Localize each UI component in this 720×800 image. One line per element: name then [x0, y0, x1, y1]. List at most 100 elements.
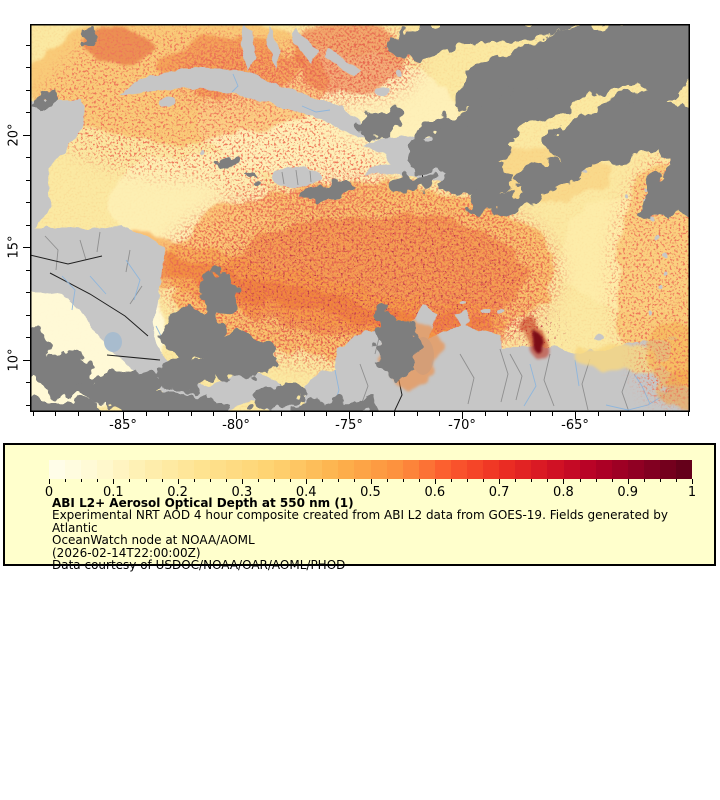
colorbar-tick-label: 0.3 — [231, 485, 253, 500]
colorbar-step — [81, 460, 98, 479]
colorbar-step — [274, 460, 291, 479]
colorbar-minor-tick — [579, 479, 581, 482]
colorbar-minor-tick — [209, 479, 211, 482]
colorbar — [49, 460, 693, 479]
colorbar-major-tick — [306, 479, 308, 484]
y-axis-minor-tick — [26, 112, 30, 114]
colorbar-step — [354, 460, 371, 479]
x-axis-minor-tick — [439, 412, 441, 416]
x-axis-minor-tick — [620, 412, 622, 416]
colorbar-step — [450, 460, 468, 479]
colorbar-minor-tick — [402, 479, 404, 482]
x-axis-minor-tick — [394, 412, 396, 416]
colorbar-minor-tick — [611, 479, 613, 482]
colorbar-major-tick — [434, 479, 436, 484]
colorbar-step — [483, 460, 500, 479]
colorbar-step — [531, 460, 548, 479]
colorbar-major-tick — [241, 479, 243, 484]
colorbar-step — [161, 460, 178, 479]
y-axis-label: 15° — [6, 235, 22, 259]
x-axis-label: -65° — [561, 418, 589, 433]
colorbar-step — [290, 460, 307, 479]
y-axis-minor-tick — [26, 67, 30, 69]
x-axis-minor-tick — [258, 412, 260, 416]
colorbar-step — [467, 460, 484, 479]
colorbar-minor-tick — [675, 479, 677, 482]
colorbar-minor-tick — [145, 479, 147, 482]
colorbar-step — [145, 460, 162, 479]
y-axis-minor-tick — [26, 157, 30, 159]
colorbar-minor-tick — [515, 479, 517, 482]
x-axis-minor-tick — [529, 412, 531, 416]
colorbar-minor-tick — [258, 479, 259, 482]
y-axis-minor-tick — [26, 292, 30, 294]
y-axis-minor-tick — [26, 382, 30, 384]
product-title: ABI L2+ Aerosol Optical Depth at 550 nm … — [52, 496, 354, 510]
colorbar-major-tick — [499, 479, 501, 484]
colorbar-minor-tick — [595, 479, 597, 482]
colorbar-step — [595, 460, 612, 479]
colorbar-minor-tick — [531, 479, 533, 482]
x-axis-minor-tick — [55, 412, 57, 416]
y-axis-label: 20° — [6, 123, 22, 147]
colorbar-major-tick — [370, 479, 372, 484]
colorbar-step — [547, 460, 564, 479]
colorbar-step — [177, 460, 194, 479]
colorbar-minor-tick — [418, 479, 420, 482]
x-axis-major-tick — [462, 412, 463, 419]
x-axis-minor-tick — [77, 412, 79, 416]
x-axis-minor-tick — [100, 412, 102, 416]
y-axis-minor-tick — [26, 224, 30, 226]
y-axis-major-tick — [23, 247, 30, 249]
x-axis-major-tick — [349, 412, 350, 419]
x-axis-major-tick — [123, 412, 124, 419]
colorbar-step — [113, 460, 130, 479]
colorbar-major-tick — [177, 479, 179, 484]
colorbar-minor-tick — [547, 479, 549, 482]
y-axis-minor-tick — [26, 337, 30, 339]
colorbar-step — [611, 460, 628, 479]
colorbar-step — [306, 460, 323, 479]
colorbar-minor-tick — [450, 479, 452, 482]
y-axis-minor-tick — [26, 202, 30, 204]
colorbar-minor-tick — [483, 479, 484, 482]
colorbar-minor-tick — [81, 479, 83, 482]
colorbar-step — [322, 460, 339, 479]
data-courtesy: Data courtesy of USDOC/NOAA/OAR/AOML/PHO… — [52, 558, 346, 573]
x-axis-minor-tick — [484, 412, 486, 416]
x-axis-major-tick — [236, 412, 237, 419]
colorbar-step — [418, 460, 435, 479]
colorbar-tick-label: 0.5 — [360, 485, 381, 500]
colorbar-minor-tick — [97, 479, 99, 482]
colorbar-minor-tick — [225, 479, 227, 482]
colorbar-minor-tick — [322, 479, 324, 482]
colorbar-tick-label: 0 — [44, 485, 54, 500]
colorbar-step — [659, 460, 677, 479]
colorbar-tick-label: 0.7 — [488, 485, 510, 500]
y-axis-minor-tick — [26, 89, 30, 91]
colorbar-tick-label: 0.2 — [167, 485, 188, 500]
colorbar-minor-tick — [193, 479, 195, 482]
x-axis-major-tick — [575, 412, 576, 419]
colorbar-tick-label: 1 — [687, 485, 697, 500]
colorbar-step — [129, 460, 146, 479]
colorbar-step — [241, 460, 259, 479]
colorbar-step — [209, 460, 226, 479]
colorbar-step — [499, 460, 516, 479]
colorbar-step — [97, 460, 114, 479]
x-axis-minor-tick — [552, 412, 554, 416]
map-raster — [30, 24, 690, 412]
product-description-line1: Experimental NRT AOD 4 hour composite cr… — [52, 508, 668, 535]
y-axis-minor-tick — [26, 314, 30, 316]
x-axis-minor-tick — [281, 412, 283, 416]
x-axis-minor-tick — [303, 412, 305, 416]
colorbar-step — [627, 460, 644, 479]
colorbar-tick-label: 0.8 — [553, 485, 574, 500]
y-axis-label: 10° — [6, 348, 22, 372]
legend-panel: ABI L2+ Aerosol Optical Depth at 550 nm … — [3, 443, 716, 571]
x-axis-minor-tick — [688, 412, 689, 416]
x-axis-minor-tick — [371, 412, 373, 416]
x-axis-minor-tick — [190, 412, 192, 416]
colorbar-step — [676, 460, 693, 479]
x-axis-label: -75° — [335, 418, 363, 433]
